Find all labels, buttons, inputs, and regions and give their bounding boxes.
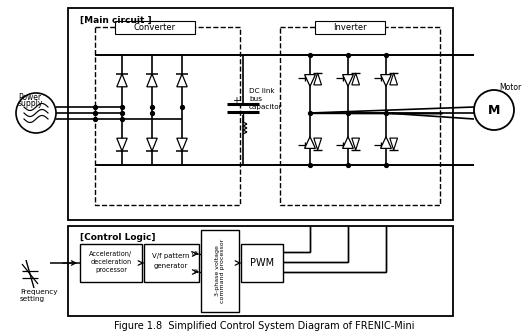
Text: capacitor: capacitor	[249, 104, 282, 110]
Polygon shape	[305, 75, 315, 86]
Polygon shape	[314, 73, 322, 85]
Bar	[68, 8, 453, 220]
Polygon shape	[390, 138, 398, 150]
Polygon shape	[381, 75, 391, 86]
Polygon shape	[314, 138, 322, 150]
Text: deceleration: deceleration	[90, 259, 131, 265]
Text: supply: supply	[18, 99, 43, 109]
Text: V*: V*	[191, 251, 199, 257]
Bar	[201, 230, 239, 312]
Text: [Main circuit ]: [Main circuit ]	[80, 16, 152, 25]
Text: Inverter: Inverter	[333, 23, 367, 32]
Text: Power: Power	[18, 92, 41, 101]
Polygon shape	[343, 75, 353, 86]
Bar	[315, 21, 385, 34]
Polygon shape	[147, 138, 157, 151]
Text: Figure 1.8  Simplified Control System Diagram of FRENIC-Mini: Figure 1.8 Simplified Control System Dia…	[114, 321, 414, 331]
Text: +: +	[232, 96, 240, 106]
Bar	[95, 27, 240, 205]
Bar	[241, 244, 283, 282]
Polygon shape	[343, 137, 353, 149]
Bar	[68, 226, 453, 316]
Text: processor: processor	[95, 267, 127, 273]
Text: [Control Logic]: [Control Logic]	[80, 233, 156, 242]
Polygon shape	[117, 74, 127, 87]
Polygon shape	[390, 73, 398, 85]
Polygon shape	[305, 137, 315, 149]
Text: DC link: DC link	[249, 88, 275, 94]
Text: V/f pattern: V/f pattern	[152, 253, 190, 259]
Bar	[144, 244, 199, 282]
Bar	[80, 244, 142, 282]
Text: bus: bus	[249, 96, 262, 102]
Text: I*: I*	[194, 269, 199, 275]
Bar	[115, 21, 195, 34]
Text: Frequency: Frequency	[20, 289, 58, 295]
Polygon shape	[177, 138, 187, 151]
Bar	[280, 27, 440, 205]
Text: setting: setting	[20, 296, 45, 302]
Polygon shape	[352, 73, 360, 85]
Text: Acceleration/: Acceleration/	[89, 251, 133, 257]
Text: PWM: PWM	[250, 258, 274, 268]
Polygon shape	[117, 138, 127, 151]
Polygon shape	[147, 74, 157, 87]
Text: 3-phase voltage
command processor: 3-phase voltage command processor	[214, 239, 225, 303]
Text: Motor: Motor	[499, 84, 521, 92]
Polygon shape	[381, 137, 391, 149]
Polygon shape	[177, 74, 187, 87]
Polygon shape	[352, 138, 360, 150]
Text: generator: generator	[154, 263, 188, 269]
Text: M: M	[488, 103, 500, 117]
Text: Converter: Converter	[134, 23, 176, 32]
